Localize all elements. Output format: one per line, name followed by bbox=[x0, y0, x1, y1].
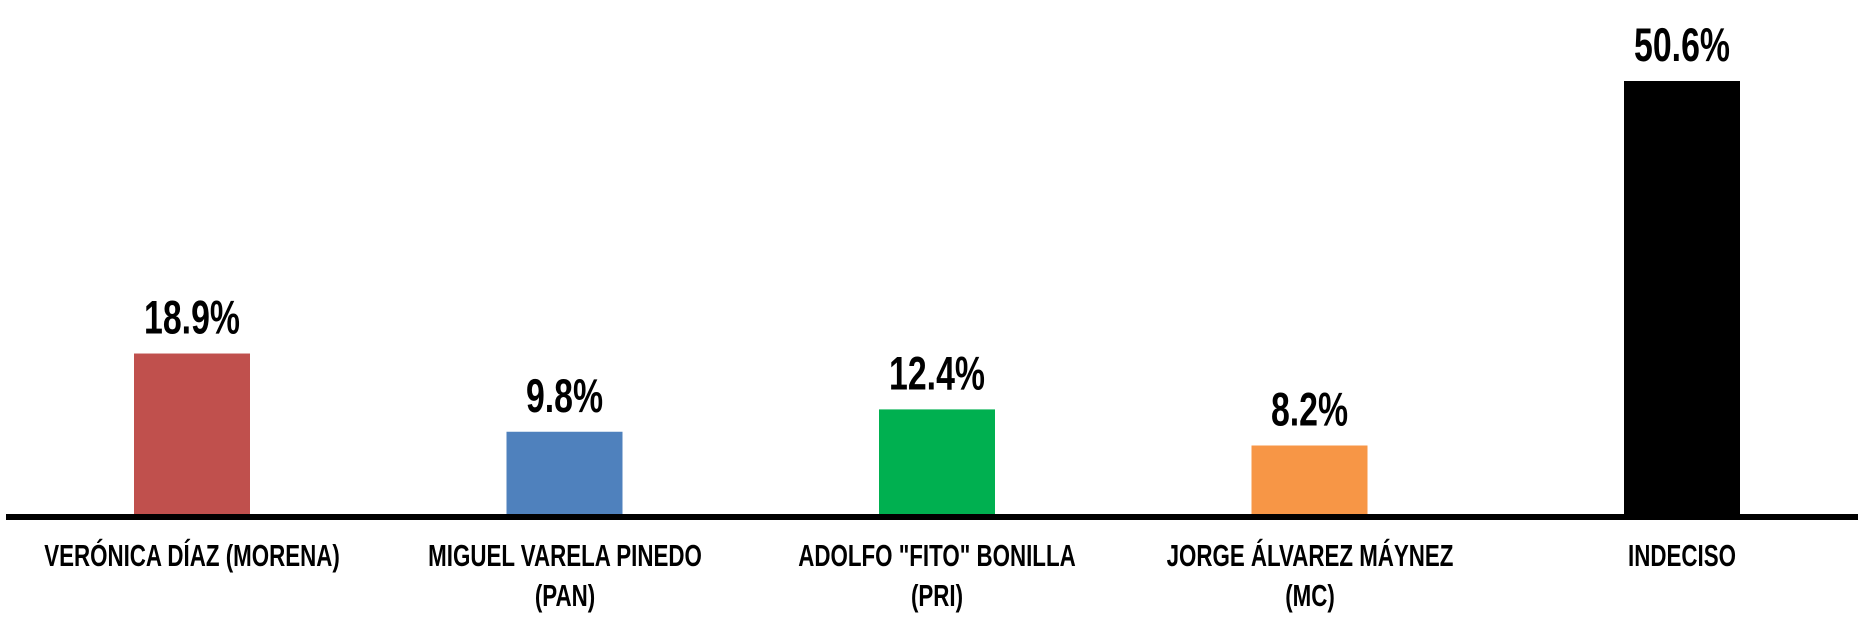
value-label: 50.6% bbox=[1634, 19, 1730, 72]
value-label: 9.8% bbox=[526, 369, 603, 422]
bar bbox=[506, 431, 623, 516]
x-tick-label: ADOLFO "FITO" BONILLA (PRI) bbox=[798, 538, 1076, 613]
bar bbox=[134, 353, 250, 516]
x-tick-label: MIGUEL VARELA PINEDO (PAN) bbox=[427, 538, 702, 613]
bar bbox=[1624, 81, 1740, 516]
value-label: 18.9% bbox=[144, 291, 240, 344]
bar bbox=[879, 409, 995, 516]
value-label: 8.2% bbox=[1271, 383, 1348, 436]
x-tick-label: INDECISO bbox=[1628, 538, 1736, 573]
value-label: 12.4% bbox=[889, 347, 985, 400]
x-tick-label: VERÓNICA DÍAZ (MORENA) bbox=[44, 538, 340, 573]
bar bbox=[1251, 445, 1368, 516]
x-tick-label: JORGE ÁLVAREZ MÁYNEZ (MC) bbox=[1166, 538, 1453, 613]
